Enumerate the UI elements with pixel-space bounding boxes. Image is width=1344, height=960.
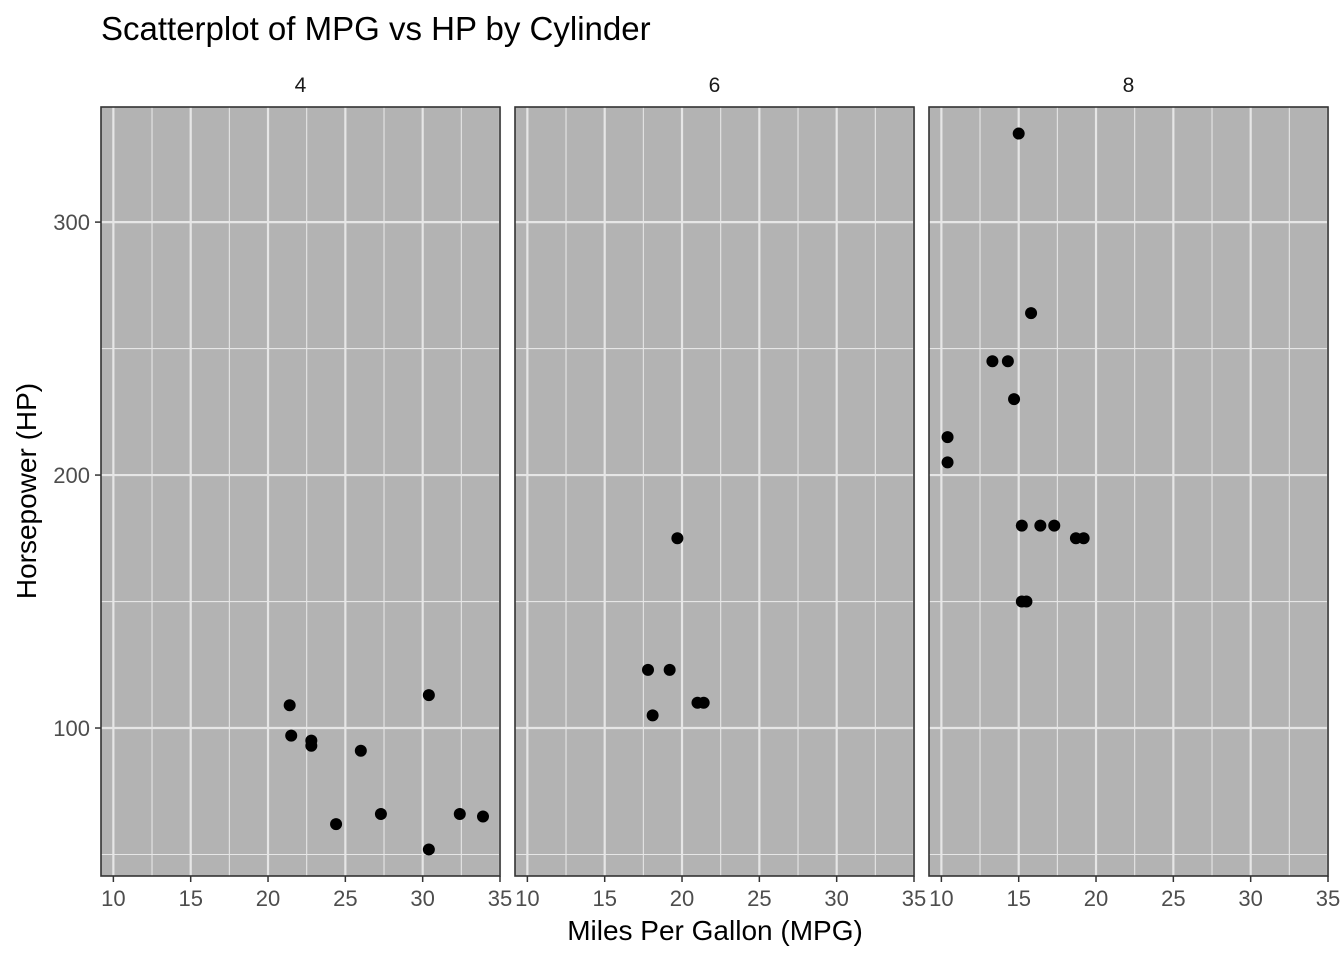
facet-panels: 4 10 15 20 25 30 35 6 10 15 20 25 30 35 8 10 15 20 25 30 35 1… [53, 74, 1340, 911]
facet-panel-6: 6 10 15 20 25 30 35 [514, 74, 926, 911]
data-point [697, 696, 710, 709]
data-point [453, 808, 466, 821]
data-point [374, 808, 387, 821]
panel-border [514, 106, 915, 877]
x-tick-label: 25 [333, 886, 357, 911]
panel-background [929, 107, 1328, 876]
data-point [1025, 307, 1038, 320]
x-tick-label: 35 [1316, 886, 1340, 911]
data-point [476, 810, 489, 823]
data-point [642, 663, 654, 676]
x-tick-label: 30 [824, 886, 848, 911]
data-point [663, 663, 676, 676]
data-point [285, 729, 298, 742]
data-point [646, 709, 659, 722]
data-point [283, 699, 296, 712]
y-tick-label: 200 [53, 463, 90, 488]
x-tick-label: 30 [1238, 886, 1262, 911]
panel-border [928, 106, 1329, 877]
x-tick-label: 30 [410, 886, 434, 911]
data-point [671, 532, 684, 545]
data-point [330, 818, 343, 831]
data-point [305, 734, 318, 747]
data-point [986, 355, 999, 368]
facet-strip-label: 4 [295, 74, 307, 97]
x-tick-label: 35 [488, 886, 512, 911]
data-point [1048, 519, 1061, 532]
x-tick-label: 20 [1084, 886, 1108, 911]
data-point [1008, 393, 1021, 406]
x-tick-label: 10 [929, 886, 953, 911]
data-point [422, 843, 435, 856]
facet-panel-8: 8 10 15 20 25 30 35 [928, 74, 1340, 911]
x-tick-label: 15 [592, 886, 616, 911]
panel-background [101, 107, 500, 876]
x-tick-label: 10 [515, 886, 539, 911]
facet-panel-4: 4 10 15 20 25 30 35 [100, 74, 512, 911]
data-point [1015, 595, 1028, 608]
data-point [422, 689, 435, 702]
panel-border [100, 106, 501, 877]
y-tick-label: 100 [53, 716, 90, 741]
y-tick-label: 300 [53, 210, 90, 235]
facet-strip-label: 6 [709, 74, 721, 97]
x-tick-label: 25 [1161, 886, 1185, 911]
data-point [1015, 519, 1028, 532]
y-axis-label: Horsepower (HP) [11, 383, 42, 599]
data-point [1077, 532, 1090, 545]
data-point [941, 456, 954, 469]
x-axis-label: Miles Per Gallon (MPG) [567, 915, 863, 946]
data-point [1001, 355, 1014, 368]
x-tick-label: 15 [1006, 886, 1030, 911]
x-tick-label: 25 [747, 886, 771, 911]
data-point [941, 431, 954, 444]
x-tick-label: 20 [670, 886, 694, 911]
x-tick-label: 10 [101, 886, 125, 911]
x-tick-label: 15 [178, 886, 202, 911]
data-point [1034, 519, 1047, 532]
x-tick-label: 35 [902, 886, 926, 911]
facet-strip-label: 8 [1123, 74, 1135, 97]
panel-background [515, 107, 914, 876]
x-tick-label: 20 [256, 886, 280, 911]
chart-title: Scatterplot of MPG vs HP by Cylinder [101, 10, 651, 47]
data-point [1012, 127, 1025, 140]
data-point [354, 744, 367, 757]
